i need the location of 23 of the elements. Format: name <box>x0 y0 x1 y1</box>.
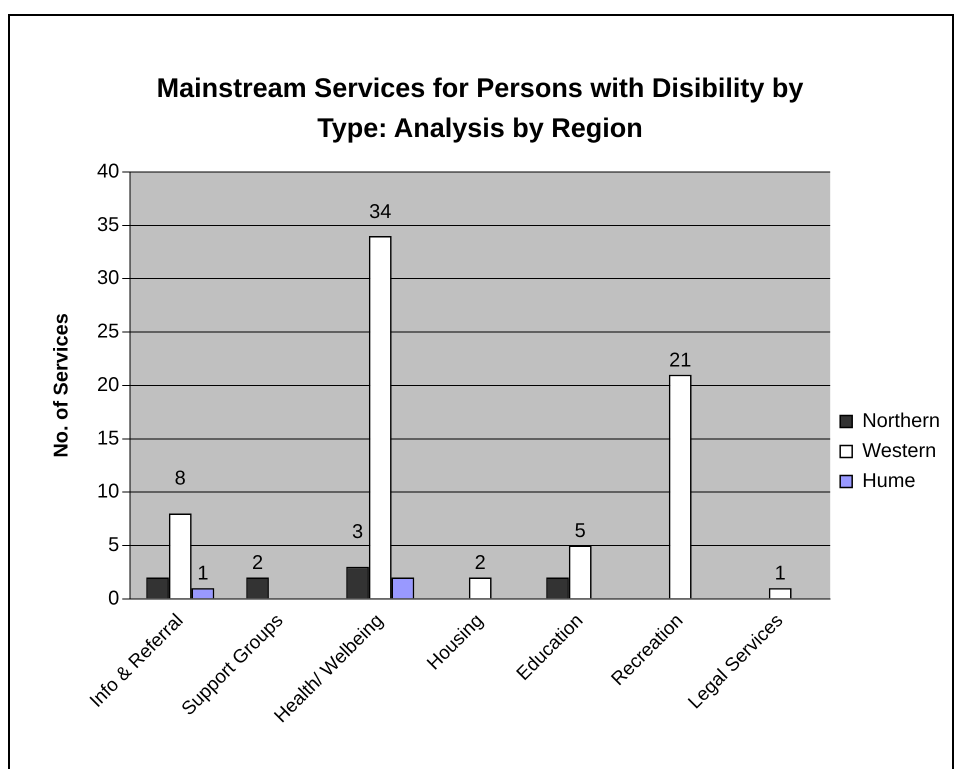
y-tick-label: 0 <box>108 587 120 610</box>
data-label: 1 <box>197 562 208 585</box>
data-label: 2 <box>252 552 264 574</box>
data-label: 3 <box>352 520 364 543</box>
y-tick-label: 10 <box>96 480 120 503</box>
legend-label: Western <box>862 440 936 462</box>
y-tick-label: 30 <box>96 267 120 290</box>
legend-label: Northern <box>862 410 940 432</box>
y-tick-label: 5 <box>108 534 120 556</box>
y-tick-label: 15 <box>96 427 120 450</box>
data-label: 2 <box>474 552 486 574</box>
data-label: 5 <box>574 520 586 542</box>
y-tick-label: 25 <box>96 320 120 343</box>
y-axis-title: No. of Services <box>50 313 73 458</box>
data-label: 21 <box>669 349 692 372</box>
data-label: 1 <box>774 562 786 585</box>
chart-title: Mainstream Services for Persons with Disibility by Type: Analysis by Region <box>156 72 804 145</box>
data-label: 34 <box>369 200 392 223</box>
y-tick-label: 20 <box>96 374 120 396</box>
y-tick-label: 35 <box>96 214 120 236</box>
y-tick-label: 40 <box>96 160 120 183</box>
legend-label: Hume <box>862 470 916 492</box>
data-label: 8 <box>174 468 186 490</box>
